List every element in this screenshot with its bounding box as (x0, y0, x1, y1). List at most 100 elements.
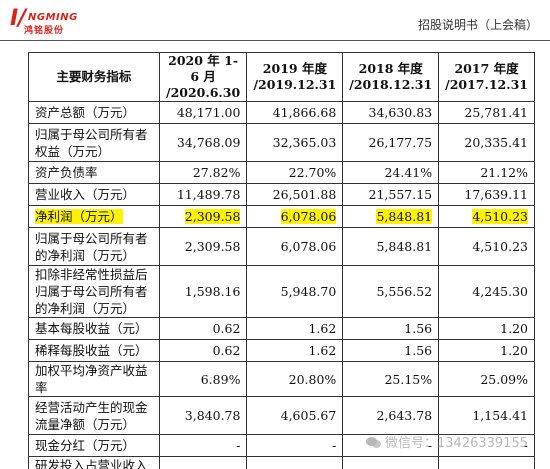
table-cell: 48,171.00 (158, 101, 248, 124)
table-row: 归属于母公司所有者权益（万元） 34,768.09 32,365.03 26,177.… (28, 123, 535, 162)
cell-value: 2,643.78 (376, 408, 433, 423)
cell-value: 0.62 (212, 321, 241, 336)
table-cell: 4,510.23 (438, 227, 535, 266)
cell-value: 4,605.67 (280, 408, 337, 423)
table-cell: 2,309.58 (158, 227, 248, 266)
cell-value: 4,245.30 (472, 284, 528, 299)
cell-value: 2,309.58 (184, 239, 241, 254)
table-cell (438, 456, 535, 469)
cell-value: 3,840.78 (184, 408, 241, 423)
table-cell: 21,557.15 (342, 183, 440, 206)
table-cell: 1.20 (438, 339, 535, 362)
table-cell: 11,489.78 (158, 183, 248, 206)
wechat-icon (366, 436, 382, 449)
row-label-text: 资产负债率 (35, 165, 98, 180)
table-cell: 3,840.78 (158, 396, 248, 435)
cell-value: 4,510.23 (472, 209, 528, 224)
row-label-text: 净利润（万元） (35, 209, 123, 224)
cell-value: 41,866.68 (272, 105, 337, 120)
cell-value: 5,848.81 (376, 209, 433, 224)
table-row: 归属于母公司所有者的净利润（万元） 2,309.58 6,078.06 5,848.8… (28, 227, 535, 266)
cell-value: 11,489.78 (176, 187, 241, 202)
table-cell: 22.70% (246, 161, 344, 184)
document-title: 招股说明书（上会稿） (417, 18, 538, 32)
table-cell: 27.82% (158, 161, 248, 184)
cell-value: 27.82% (192, 165, 241, 180)
table-row: 基本每股收益（元） 0.62 1.62 1.56 1.20 (28, 317, 535, 340)
cell-value: 21.12% (480, 165, 528, 180)
row-label: 资产总额（万元） (28, 101, 160, 124)
company-logo: I/ NGMING 鸿铭股份 (10, 6, 110, 37)
cell-value: - (236, 438, 241, 453)
header-divider (0, 40, 550, 41)
financial-indicators-table: 主要财务指标 2020 年 1-6 月 /2020.6.30 2019 年度 /… (28, 52, 535, 469)
cell-value: - (523, 438, 528, 453)
table-cell: 26,177.75 (342, 123, 440, 162)
table-cell: 2,309.58 (158, 205, 248, 228)
table-row: 扣除非经常性损益后归属于母公司所有者的净利润（万元） 1,598.16 5,948.… (28, 265, 535, 318)
table-cell: 41,866.68 (246, 101, 344, 124)
logo-subtext: 鸿铭股份 (24, 26, 65, 36)
table-cell: 1.56 (342, 339, 440, 362)
table-row: 资产总额（万元） 48,171.00 41,866.68 34,630.83 25,78… (28, 101, 535, 124)
table-row: 加权平均净资产收益率 6.89% 20.80% 25.15% 25.09% (28, 361, 535, 397)
table-cell: 6,078.06 (246, 205, 344, 228)
cell-value: 22.70% (288, 165, 337, 180)
table-cell: 20.80% (246, 361, 344, 397)
table-cell: 5,556.52 (342, 265, 440, 318)
row-label-text: 扣除非经常性损益后归属于母公司所有者的净利润（万元） (35, 267, 148, 316)
table-cell: 17,639.11 (438, 183, 535, 206)
table-row: 研发投入占营业收入的比例 6.60% 4.8 (28, 456, 535, 469)
cell-value: 20,335.41 (464, 135, 528, 150)
table-cell: 2,643.78 (342, 396, 440, 435)
table-cell: 34,768.09 (158, 123, 248, 162)
row-label: 净利润（万元） (28, 205, 160, 228)
table-cell (342, 456, 440, 469)
table-cell: 4,605.67 (246, 396, 344, 435)
column-header: 主要财务指标 (28, 52, 160, 102)
cell-value: 25,781.41 (464, 105, 528, 120)
row-label: 加权平均净资产收益率 (28, 361, 160, 397)
cell-value: 1.20 (500, 321, 528, 336)
table-cell: 25,781.41 (438, 101, 535, 124)
row-label: 归属于母公司所有者的净利润（万元） (28, 227, 160, 266)
cell-value: 1.62 (308, 321, 337, 336)
row-label: 资产负债率 (28, 161, 160, 184)
table-cell: 1.62 (246, 339, 344, 362)
row-label-text: 归属于母公司所有者的净利润（万元） (35, 230, 148, 263)
wechat-watermark: 微信号：13426339155 (366, 432, 528, 451)
cell-value: 20.80% (288, 371, 337, 387)
table-cell: 4,245.30 (438, 265, 535, 318)
table-cell: 25.15% (342, 361, 440, 397)
row-label: 稀释每股收益（元） (28, 339, 160, 362)
cell-value: 1.56 (404, 321, 433, 336)
row-label-text: 营业收入（万元） (35, 187, 136, 202)
cell-value: 24.41% (384, 165, 433, 180)
table-cell: 32,365.03 (246, 123, 344, 162)
cell-value: 6.89% (200, 371, 241, 387)
cell-value: 17,639.11 (464, 187, 528, 202)
cell-value: 1.20 (500, 343, 528, 358)
cell-value: - (427, 438, 433, 453)
cell-value: 4.8 (316, 467, 336, 469)
cell-value: 0.62 (212, 343, 241, 358)
column-header: 2019 年度 /2019.12.31 (246, 52, 344, 102)
table-cell: 34,630.83 (342, 101, 440, 124)
logo-text: NGMING (28, 12, 78, 23)
table-cell: 6.89% (158, 361, 248, 397)
row-label-text: 研发投入占营业收入的比例 (35, 458, 148, 469)
table-cell: - (246, 434, 344, 457)
table-cell: 21.12% (438, 161, 535, 184)
logo-mark: I/ (10, 6, 27, 31)
cell-value: 32,365.03 (272, 135, 337, 150)
cell-value: 6.60% (201, 467, 241, 469)
table-cell: 25.09% (438, 361, 535, 397)
row-label-text: 基本每股收益（元） (35, 321, 148, 336)
table-row: 资产负债率 27.82% 22.70% 24.41% 21.12% (28, 161, 535, 184)
table-row: 营业收入（万元） 11,489.78 26,501.88 21,557.15 17,63… (28, 183, 535, 206)
cell-value: 26,177.75 (368, 135, 433, 150)
table-row: 稀释每股收益（元） 0.62 1.62 1.56 1.20 (28, 339, 535, 362)
row-label-text: 归属于母公司所有者权益（万元） (35, 126, 148, 159)
column-header: 2017 年度 /2017.12.31 (438, 52, 535, 102)
row-label-text: 加权平均净资产收益率 (35, 363, 148, 395)
